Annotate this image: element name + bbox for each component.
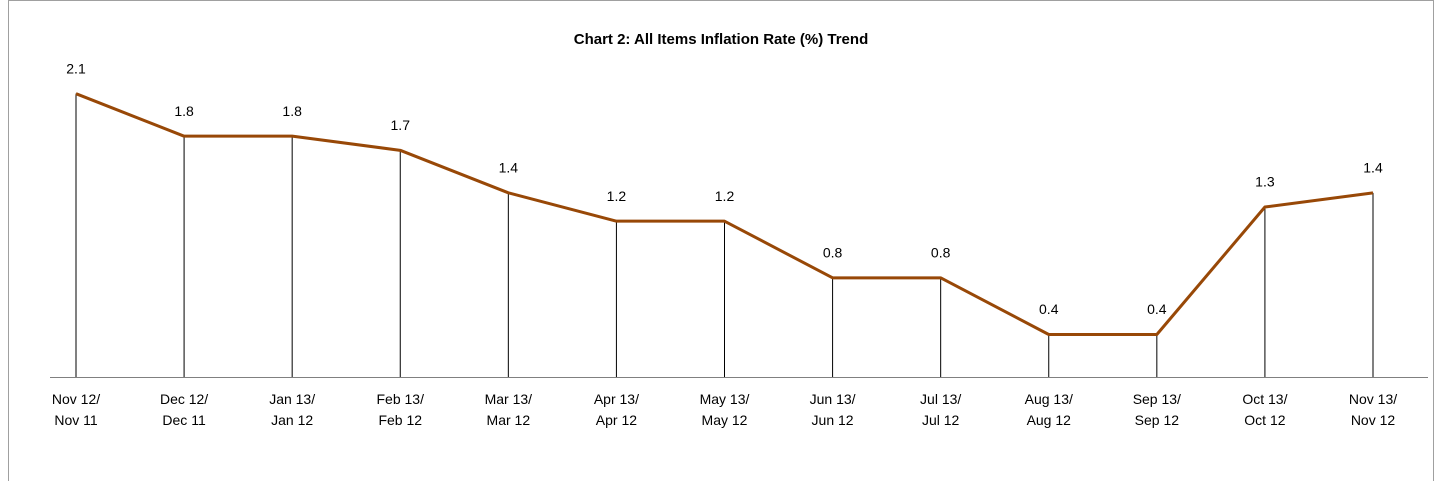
x-tick-label-line: Feb 12 xyxy=(378,412,422,428)
x-tick-label-line: Jul 12 xyxy=(922,412,960,428)
x-tick-label: Dec 12/Dec 11 xyxy=(160,391,208,428)
data-label: 1.8 xyxy=(282,103,302,119)
x-tick-label-line: May 13/ xyxy=(700,391,750,407)
x-tick-label: Jan 13/Jan 12 xyxy=(269,391,315,428)
data-label: 0.8 xyxy=(931,245,951,261)
data-label: 0.4 xyxy=(1147,301,1167,317)
data-label: 1.4 xyxy=(499,160,519,176)
data-label: 1.3 xyxy=(1255,174,1275,190)
data-label: 0.8 xyxy=(823,245,843,261)
x-tick-label-line: Aug 12 xyxy=(1027,412,1072,428)
x-tick-label-line: Oct 12 xyxy=(1244,412,1285,428)
x-tick-label-line: Aug 13/ xyxy=(1025,391,1073,407)
x-tick-label: Jun 13/Jun 12 xyxy=(810,391,856,428)
x-tick-label: Apr 13/Apr 12 xyxy=(594,391,639,428)
data-label: 1.2 xyxy=(607,188,627,204)
x-tick-label-line: Apr 12 xyxy=(596,412,637,428)
x-tick-label: Oct 13/Oct 12 xyxy=(1242,391,1287,428)
x-tick-label-line: Nov 11 xyxy=(54,412,98,428)
x-tick-label-line: Oct 13/ xyxy=(1242,391,1287,407)
x-tick-label-line: May 12 xyxy=(702,412,748,428)
x-tick-label-line: Sep 13/ xyxy=(1133,391,1181,407)
data-line xyxy=(75,92,1374,336)
x-tick-label: May 13/May 12 xyxy=(700,391,750,428)
chart-border xyxy=(8,0,1434,481)
data-label: 1.8 xyxy=(174,103,194,119)
x-tick-label-line: Sep 12 xyxy=(1135,412,1180,428)
x-tick-label-line: Apr 13/ xyxy=(594,391,639,407)
x-tick-label: Nov 13/Nov 12 xyxy=(1349,391,1397,428)
x-tick-label-line: Mar 13/ xyxy=(485,391,533,407)
x-tick-label: Sep 13/Sep 12 xyxy=(1133,391,1181,428)
x-tick-label-line: Nov 12 xyxy=(1351,412,1396,428)
data-label: 1.4 xyxy=(1363,160,1383,176)
x-tick-label-line: Feb 13/ xyxy=(377,391,425,407)
x-tick-label: Jul 13/Jul 12 xyxy=(920,391,961,428)
x-tick-label-line: Jul 13/ xyxy=(920,391,961,407)
x-tick-label-line: Jan 13/ xyxy=(269,391,315,407)
x-tick-label-line: Mar 12 xyxy=(487,412,531,428)
chart-title: Chart 2: All Items Inflation Rate (%) Tr… xyxy=(574,31,868,48)
data-label: 2.1 xyxy=(66,60,86,76)
x-tick-label-line: Nov 12/ xyxy=(52,391,100,407)
x-tick-label-line: Jun 13/ xyxy=(810,391,856,407)
x-tick-label: Aug 13/Aug 12 xyxy=(1025,391,1073,428)
data-label: 0.4 xyxy=(1039,301,1059,317)
data-label: 1.2 xyxy=(715,188,735,204)
x-tick-label: Nov 12/Nov 11 xyxy=(52,391,100,428)
x-tick-label-line: Dec 11 xyxy=(162,412,206,428)
x-tick-label-line: Jan 12 xyxy=(271,412,313,428)
x-tick-label-line: Jun 12 xyxy=(812,412,854,428)
x-tick-label: Mar 13/Mar 12 xyxy=(485,391,533,428)
data-label: 1.7 xyxy=(391,117,411,133)
x-tick-label-line: Nov 13/ xyxy=(1349,391,1397,407)
x-tick-label-line: Dec 12/ xyxy=(160,391,208,407)
x-tick-label: Feb 13/Feb 12 xyxy=(377,391,425,428)
